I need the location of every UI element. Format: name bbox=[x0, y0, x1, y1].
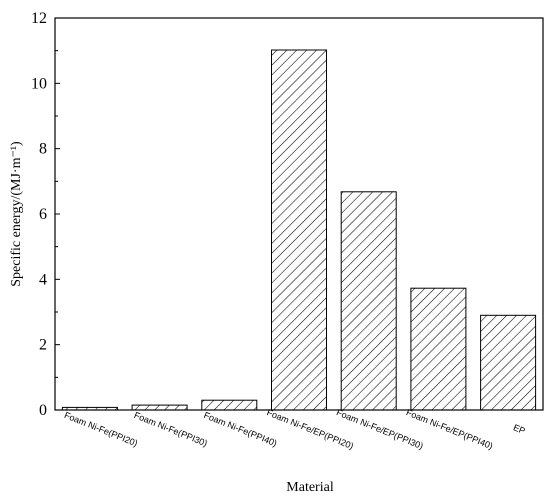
bar-3 bbox=[271, 49, 327, 411]
bar-2 bbox=[201, 399, 258, 411]
x-tick-label-0: Foam Ni-Fe(PPI20) bbox=[63, 410, 139, 449]
bar-5 bbox=[410, 287, 467, 411]
bar-6 bbox=[480, 314, 537, 411]
y-tick-label-0: 0 bbox=[39, 402, 47, 419]
bar-1 bbox=[131, 404, 188, 411]
y-tick-label-4: 8 bbox=[39, 141, 47, 158]
y-tick-label-1: 2 bbox=[39, 337, 47, 354]
y-axis: 0 2 4 6 8 10 12 bbox=[31, 10, 60, 419]
y-tick-label-2: 4 bbox=[39, 271, 47, 288]
y-axis-title: Specific energy/(MJ·m⁻¹) bbox=[9, 141, 24, 287]
x-tick-label-1: Foam Ni-Fe(PPI30) bbox=[133, 410, 209, 449]
bar-4 bbox=[340, 191, 397, 411]
y-tick-label-5: 10 bbox=[31, 75, 47, 92]
y-tick-label-3: 6 bbox=[39, 206, 47, 223]
x-axis-title: Material bbox=[286, 480, 334, 495]
y-tick-label-6: 12 bbox=[31, 10, 47, 27]
x-tick-label-6: EP bbox=[512, 422, 527, 436]
x-axis: Foam Ni-Fe(PPI20)Foam Ni-Fe(PPI30)Foam N… bbox=[63, 407, 527, 451]
bars bbox=[61, 49, 537, 411]
